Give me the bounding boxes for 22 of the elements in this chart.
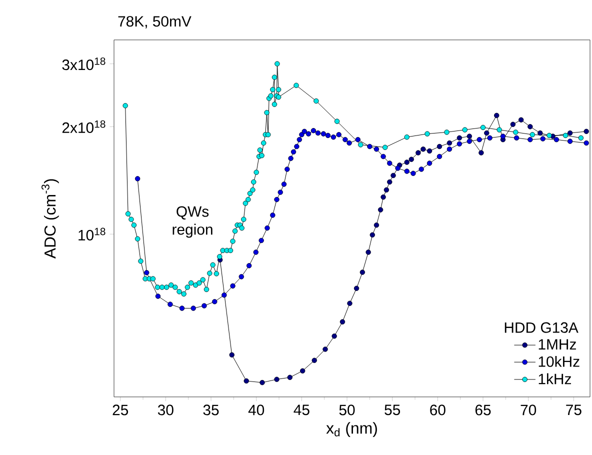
- x-tick-label: 25: [112, 404, 128, 416]
- legend-label: 10kHz: [538, 356, 580, 367]
- legend-title: HDD G13A: [504, 322, 578, 333]
- x-axis-title: x$_{d}$ (nm): [326, 422, 377, 437]
- x-tick-label: 60: [430, 404, 446, 416]
- x-tick-label: 55: [384, 404, 400, 416]
- x-tick-label: 35: [203, 404, 219, 416]
- x-tick-label: 70: [520, 404, 536, 416]
- x-tick-label: 75: [566, 404, 582, 416]
- legend-label: 1kHz: [538, 373, 571, 384]
- x-tick-label: 45: [294, 404, 310, 416]
- x-tick-label: 30: [158, 404, 174, 416]
- x-tick-label: 40: [248, 404, 264, 416]
- y-tick-label: 10$^{18}$: [78, 228, 106, 240]
- annotation: QWs region: [172, 206, 212, 238]
- x-tick-label: 65: [475, 404, 491, 416]
- y-tick-label: 2x10$^{18}$: [62, 120, 106, 133]
- y-axis-title: ADC (cm$^{-3}$): [42, 179, 59, 259]
- chart-title: 78K, 50mV: [118, 16, 192, 28]
- y-tick-label: 3x10$^{18}$: [62, 57, 106, 70]
- legend-label: 1MHz: [538, 339, 576, 350]
- x-tick-label: 50: [339, 404, 355, 416]
